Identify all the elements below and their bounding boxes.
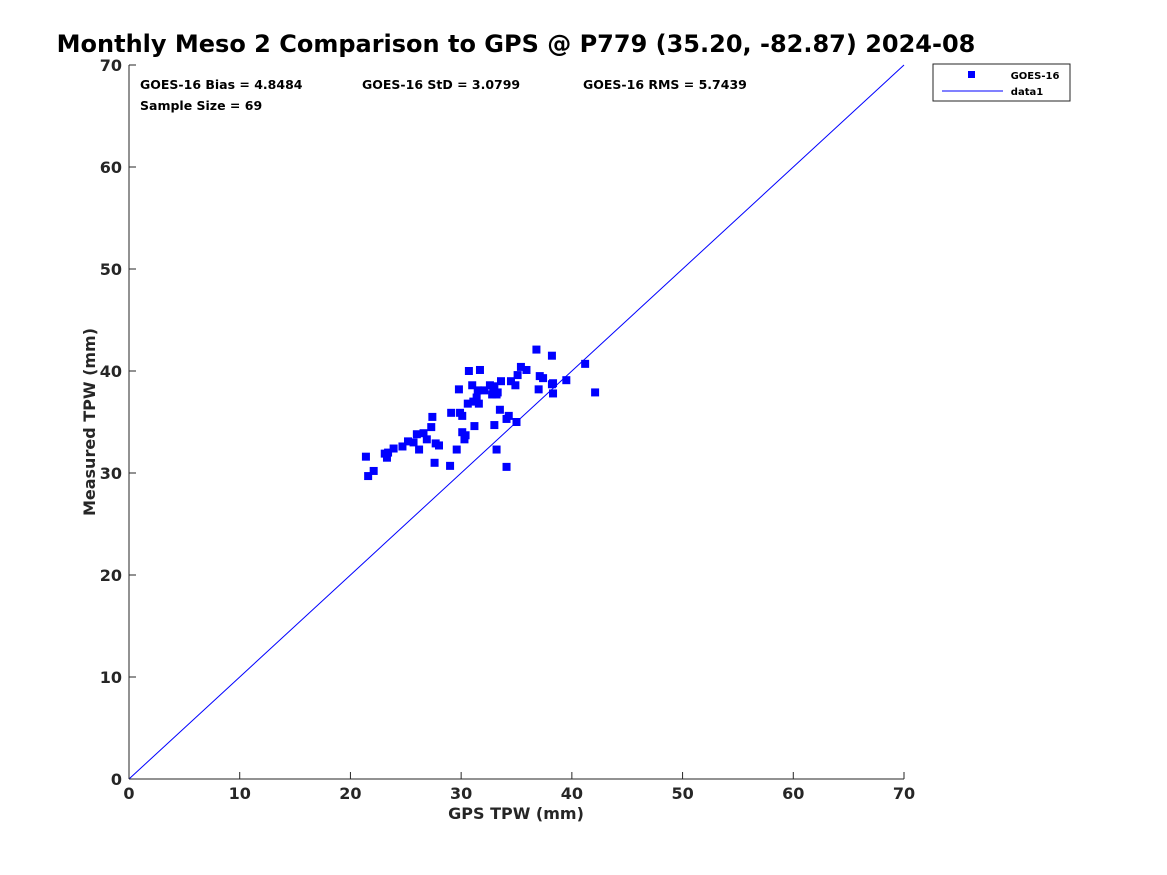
sample-size-annotation: Sample Size = 69	[140, 98, 262, 113]
data-point	[472, 393, 481, 402]
data-point	[428, 412, 437, 421]
data-point	[591, 388, 600, 397]
std-annotation: GOES-16 StD = 3.0799	[362, 77, 520, 92]
data-point	[534, 385, 543, 394]
data-point	[382, 453, 391, 462]
stats-annotations: GOES-16 Bias = 4.8484 GOES-16 StD = 3.07…	[140, 77, 747, 113]
data-point	[452, 445, 461, 454]
y-ticks: 0 10 20 30 40 50 60 70	[100, 56, 136, 789]
data-point	[513, 371, 522, 380]
data-point	[470, 422, 479, 431]
rms-annotation: GOES-16 RMS = 5.7439	[583, 77, 747, 92]
points-layer	[361, 345, 600, 481]
x-tick-label: 0	[123, 784, 134, 803]
y-tick-label: 50	[100, 260, 122, 279]
x-axis-label: GPS TPW (mm)	[448, 804, 584, 823]
data-point	[422, 435, 431, 444]
data-point	[460, 435, 469, 444]
data-point	[412, 430, 421, 439]
legend: GOES-16 data1	[932, 63, 1071, 102]
data-point	[581, 359, 590, 368]
data-point	[415, 445, 424, 454]
data-point	[495, 405, 504, 414]
data-point	[468, 381, 477, 390]
data-point	[364, 472, 373, 481]
data-point	[463, 399, 472, 408]
x-ticks: 0 10 20 30 40 50 60 70	[123, 772, 915, 803]
data-point	[427, 423, 436, 432]
data-point	[547, 351, 556, 360]
data-point	[502, 462, 511, 471]
legend-box	[932, 63, 1071, 102]
data-point	[549, 379, 558, 388]
data-point	[446, 461, 455, 470]
data-point	[532, 345, 541, 354]
data-point	[511, 381, 520, 390]
data-point	[409, 438, 418, 447]
data-point	[398, 442, 407, 451]
data-point	[506, 377, 515, 386]
data-point	[435, 441, 443, 450]
data-point	[469, 397, 478, 406]
data-point	[493, 388, 502, 397]
data-point	[369, 466, 378, 475]
data-point	[454, 385, 463, 394]
data-point	[490, 382, 499, 391]
data-point	[490, 421, 499, 430]
x-tick-label: 10	[229, 784, 251, 803]
y-tick-label: 60	[100, 158, 122, 177]
data-point	[480, 386, 489, 395]
x-tick-label: 60	[782, 784, 804, 803]
legend-label-data1: data1	[1011, 87, 1043, 98]
plot-area: 0 10 20 30 40 50 60 70 0 10 20 30 40 50 60 70	[100, 56, 915, 803]
data-point	[474, 399, 483, 408]
legend-label-goes16: GOES-16	[1011, 71, 1060, 82]
data-point	[419, 429, 428, 438]
legend-marker-goes16	[968, 71, 975, 78]
data-point	[464, 367, 473, 375]
data-point	[430, 458, 439, 467]
x-tick-label: 50	[671, 784, 693, 803]
data-point	[539, 374, 548, 383]
data-point	[512, 418, 521, 426]
data-point	[475, 365, 484, 374]
x-tick-label: 70	[893, 784, 915, 803]
data-point	[549, 389, 558, 398]
data-point	[389, 444, 398, 453]
data-point	[492, 445, 501, 454]
data-point	[361, 452, 370, 461]
y-tick-label: 70	[100, 56, 122, 75]
x-tick-label: 40	[561, 784, 583, 803]
y-tick-label: 40	[100, 362, 122, 381]
data-point	[522, 365, 531, 374]
y-tick-label: 30	[100, 464, 122, 483]
chart-title: Monthly Meso 2 Comparison to GPS @ P779 …	[57, 30, 976, 58]
data-point	[497, 377, 505, 386]
x-tick-label: 20	[339, 784, 361, 803]
data-point	[458, 411, 467, 420]
bias-annotation: GOES-16 Bias = 4.8484	[140, 77, 303, 92]
y-tick-label: 20	[100, 566, 122, 585]
x-tick-label: 30	[450, 784, 472, 803]
data-point	[461, 431, 470, 440]
data-point	[447, 408, 456, 417]
data-point	[516, 362, 525, 371]
data-point	[473, 386, 482, 395]
data-point	[404, 437, 412, 446]
data-point	[488, 390, 497, 399]
data-point	[384, 448, 393, 457]
data-point	[562, 376, 571, 385]
data-point	[504, 411, 513, 420]
y-axis-label: Measured TPW (mm)	[80, 328, 99, 516]
y-tick-label: 10	[100, 668, 122, 687]
y-tick-label: 0	[111, 770, 122, 789]
